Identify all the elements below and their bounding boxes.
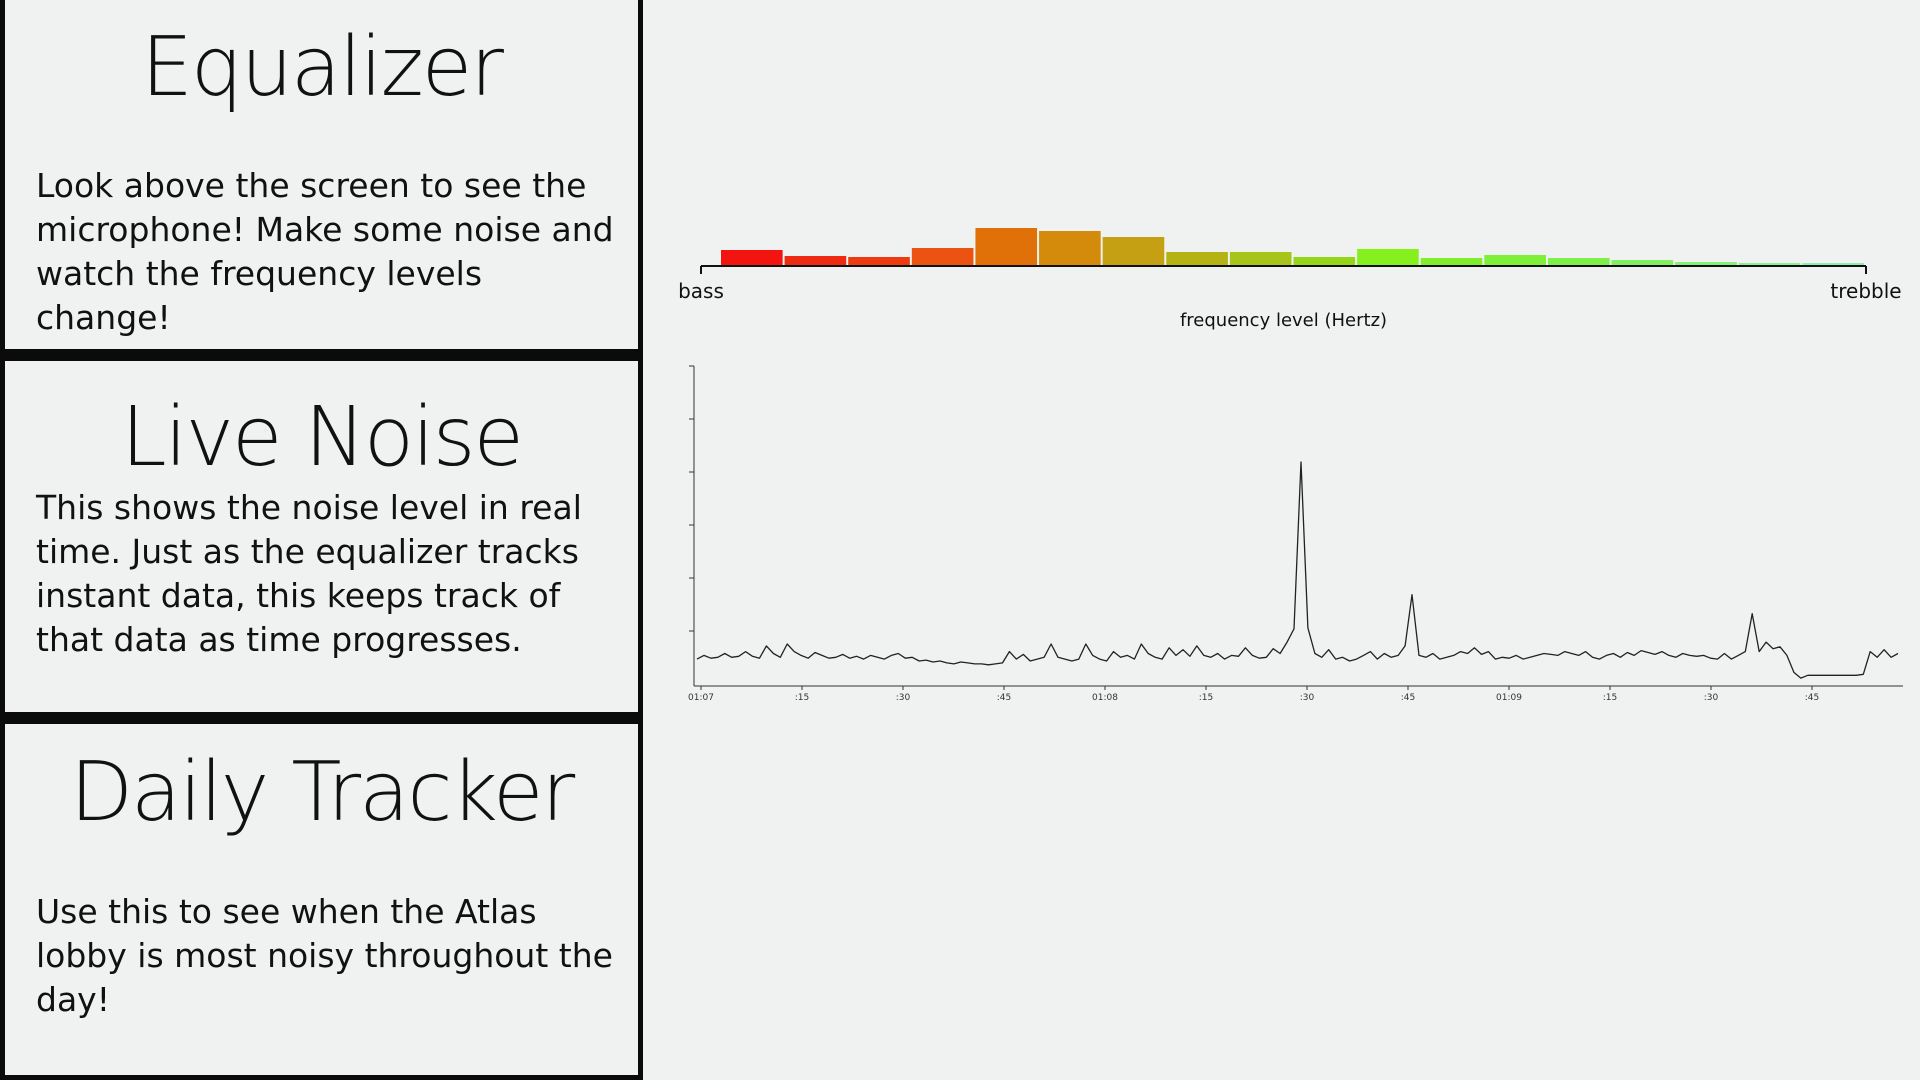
live-noise-chart: 01:07 :15 :30 :45 01:08 :15 :30 :45 01:09 :15 :30:… (688, 365, 1903, 703)
frequency-bar (1738, 263, 1801, 266)
live-noise-title: Live Noise (121, 390, 524, 485)
frequency-bar (1229, 252, 1292, 266)
daily-tracker-description: Use this to see when the Atlas lobby is … (36, 892, 613, 1019)
x-tick-label: :30 (1704, 693, 1719, 703)
frequency-bar (1420, 258, 1483, 266)
frequency-bar (784, 256, 847, 266)
frequency-bar (1357, 249, 1419, 266)
frequency-bar (975, 228, 1038, 266)
frequency-bar (848, 257, 910, 266)
equalizer-title: Equalizer (141, 20, 504, 115)
noise-level-line (696, 461, 1899, 679)
x-tick-label: :45 (997, 693, 1011, 703)
x-tick-label: 01:08 (1092, 693, 1118, 703)
frequency-bar (1166, 252, 1228, 266)
equalizer-description: Look above the screen to see the microph… (36, 166, 614, 337)
x-tick-label: 01:09 (1496, 693, 1522, 703)
x-tick-label: :15 (1603, 693, 1617, 703)
frequency-bar (1547, 258, 1610, 266)
frequency-bar (1039, 231, 1101, 266)
frequency-bar (1293, 257, 1356, 266)
frequency-bar (1611, 260, 1674, 266)
x-tick-label: :15 (1199, 693, 1213, 703)
daily-tracker-panel: Daily Tracker Use this to see when the A… (5, 724, 638, 1075)
tick-label-trebble: trebble (1830, 279, 1901, 303)
live-noise-panel: Live Noise This shows the noise level in… (5, 361, 638, 712)
sidebar: Equalizer Look above the screen to see t… (0, 0, 643, 1080)
frequency-bar (911, 248, 974, 266)
frequency-bar (721, 250, 783, 266)
x-tick-label: 01:07 (688, 693, 714, 703)
equalizer-chart: bass trebble frequency level (Hertz) (678, 228, 1902, 331)
x-tick-label: :30 (1300, 693, 1315, 703)
frequency-bar (1802, 263, 1864, 266)
x-tick-label: :45 (1401, 693, 1415, 703)
x-axis-label: frequency level (Hertz) (1180, 310, 1387, 331)
x-tick-label: :30 (896, 693, 911, 703)
equalizer-panel: Equalizer Look above the screen to see t… (5, 0, 638, 349)
x-tick-label: :15 (795, 693, 809, 703)
daily-tracker-title: Daily Tracker (69, 745, 575, 840)
x-tick-label: :45 (1805, 693, 1819, 703)
frequency-bar (1675, 262, 1737, 266)
tick-label-bass: bass (678, 279, 724, 303)
frequency-bar (1102, 237, 1165, 266)
visualization-area: bass trebble frequency level (Hertz) 01:07… (643, 0, 1920, 1080)
frequency-bar (1484, 255, 1546, 266)
live-noise-description: This shows the noise level in real time.… (36, 488, 582, 659)
